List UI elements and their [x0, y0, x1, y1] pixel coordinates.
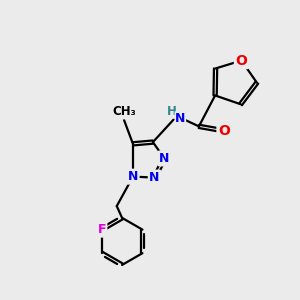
Text: H: H: [167, 105, 176, 118]
Text: N: N: [128, 170, 138, 183]
Text: N: N: [149, 171, 160, 184]
Text: CH₃: CH₃: [112, 105, 136, 118]
Text: O: O: [218, 124, 230, 138]
Text: F: F: [98, 223, 106, 236]
Text: N: N: [159, 152, 170, 165]
Text: N: N: [175, 112, 185, 125]
Text: O: O: [236, 54, 247, 68]
